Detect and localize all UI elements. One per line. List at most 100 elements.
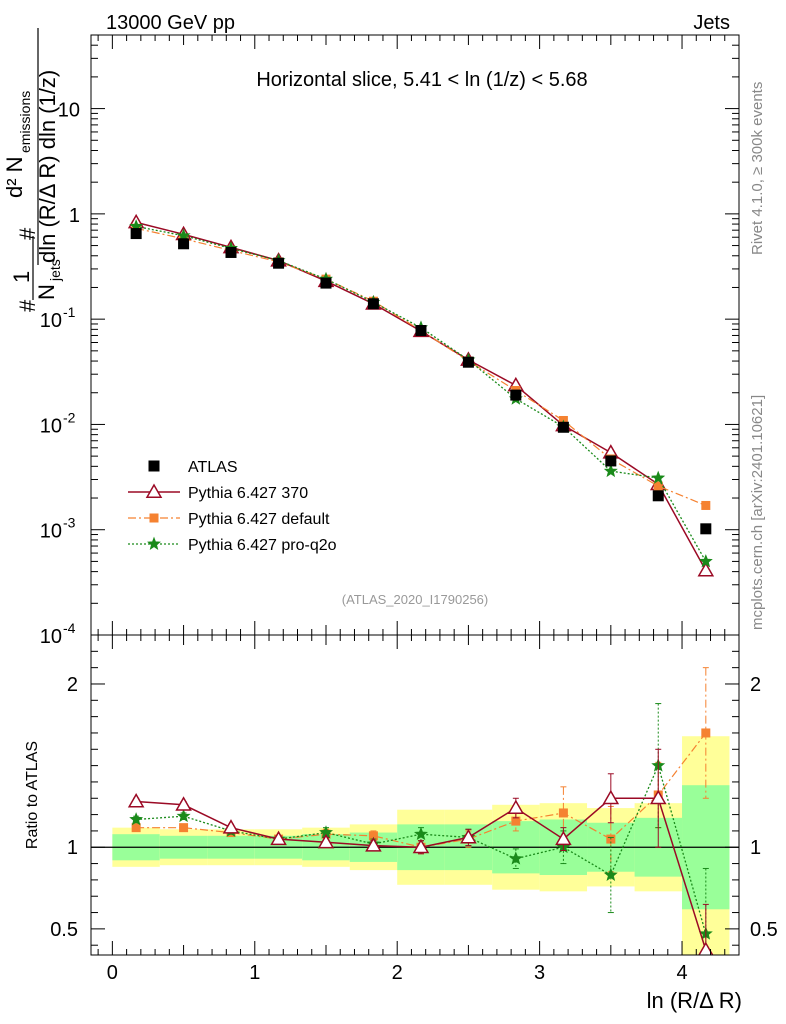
- legend-item-pythia-6-427-pro-q2o: Pythia 6.427 pro-q2o: [128, 536, 337, 554]
- y-tick-label: 1: [69, 205, 80, 227]
- ratio-point-pythia-6-427-370: [412, 838, 430, 854]
- ratio-point-pythia-6-427-default: [558, 808, 568, 818]
- ylabel-frac2-num: d² N: [2, 156, 27, 198]
- ratio-point-pythia-6-427-370: [698, 941, 714, 955]
- ylabel-frac1-den: N: [34, 284, 59, 300]
- data-point-pythia-6-427-pro-q2o: [651, 470, 666, 484]
- data-point-pythia-6-427-default: [653, 481, 663, 491]
- ratio-point-pythia-6-427-default: [368, 831, 378, 841]
- data-point-pythia-6-427-default: [701, 500, 711, 510]
- ratio-point-pythia-6-427-pro-q2o: [176, 808, 191, 823]
- ratio-y-tick-label: 2: [67, 674, 78, 696]
- ratio-panel-content: [91, 667, 739, 955]
- process-label: Jets: [693, 12, 730, 34]
- ratio-point-pythia-6-427-pro-q2o: [508, 851, 523, 865]
- legend-item-pythia-6-427-default: Pythia 6.427 default: [128, 511, 330, 528]
- y-tick-label: 10: [40, 310, 62, 332]
- data-point-atlas: [605, 455, 617, 467]
- legend-item-pythia-6-427-370: Pythia 6.427 370: [128, 483, 308, 502]
- ratio-y-tick-label-right: 0.5: [750, 919, 778, 941]
- x-axis-label: ln (R/Δ R): [647, 988, 742, 1013]
- ratio-point-pythia-6-427-370: [649, 789, 667, 805]
- y-tick-label-exp: -3: [63, 515, 76, 531]
- y-tick-label: 10: [40, 626, 62, 648]
- ratio-y-axis-label: Ratio to ATLAS: [24, 741, 41, 849]
- ratio-point-pythia-6-427-370: [507, 799, 525, 815]
- x-tick-label: 3: [534, 962, 545, 984]
- y-tick-label-exp: -4: [63, 620, 76, 636]
- x-tick-label: 4: [676, 962, 687, 984]
- ratio-y-tick-label-right: 1: [750, 837, 761, 859]
- data-point-atlas: [130, 228, 142, 240]
- data-point-pythia-6-427-pro-q2o: [698, 554, 713, 568]
- legend-marker: [149, 513, 159, 523]
- data-point-atlas: [462, 356, 474, 368]
- data-point-atlas: [225, 246, 237, 258]
- ratio-point-pythia-6-427-370: [365, 837, 382, 852]
- x-tick-label: 0: [107, 962, 118, 984]
- x-tick-label: 1: [249, 962, 260, 984]
- rivet-version-label: Rivet 4.1.0, ≥ 300k events: [749, 82, 766, 255]
- data-point-atlas: [652, 490, 664, 502]
- ylabel-frac2-den: dln (R/Δ R) dln (1/z): [35, 70, 60, 263]
- mcplots-label: mcplots.cern.ch [arXiv:2401.10621]: [749, 395, 766, 630]
- ratio-point-pythia-6-427-370: [175, 796, 192, 811]
- ylabel-hash-1: #: [15, 299, 40, 312]
- ratio-point-pythia-6-427-default: [131, 823, 141, 833]
- data-point-atlas: [557, 421, 569, 433]
- y-tick-label: 10: [58, 100, 80, 122]
- data-point-atlas: [320, 277, 332, 289]
- ylabel-frac1-den-sub: jets: [47, 259, 63, 282]
- ratio-point-pythia-6-427-pro-q2o: [129, 812, 144, 826]
- analysis-id-label: (ATLAS_2020_I1790256): [342, 592, 488, 607]
- y-tick-label: 10: [40, 521, 62, 543]
- ratio-point-pythia-6-427-default: [511, 816, 521, 826]
- ratio-series-pythia-6-427-370: [127, 748, 714, 955]
- series-atlas: [130, 228, 712, 535]
- data-point-atlas: [510, 389, 522, 401]
- legend-marker: [145, 483, 163, 498]
- ratio-point-pythia-6-427-pro-q2o: [414, 826, 429, 841]
- ratio-panel-frame: [90, 634, 740, 956]
- ylabel-hash-2: #: [15, 227, 40, 240]
- data-point-atlas: [367, 298, 379, 310]
- main-panel-content: [127, 213, 715, 577]
- data-point-pythia-6-427-pro-q2o: [603, 463, 618, 478]
- ratio-point-pythia-6-427-370: [317, 833, 335, 849]
- legend-label: Pythia 6.427 default: [188, 511, 330, 528]
- y-tick-label: 10: [40, 415, 62, 437]
- ratio-point-pythia-6-427-370: [602, 789, 620, 805]
- ylabel-frac1-num: 1: [9, 271, 34, 283]
- legend: ATLAS Pythia 6.427 370 Pythia 6.427 defaul…: [128, 459, 337, 554]
- ratio-point-pythia-6-427-370: [460, 828, 477, 844]
- legend-marker: [147, 536, 161, 550]
- ratio-point-pythia-6-427-370: [127, 793, 145, 808]
- legend-item-atlas: ATLAS: [148, 459, 238, 476]
- ratio-point-pythia-6-427-370: [222, 819, 240, 834]
- data-point-pythia-6-427-370: [697, 561, 715, 577]
- ratio-point-pythia-6-427-default: [701, 728, 711, 738]
- y-tick-label-exp: -2: [63, 409, 76, 425]
- ratio-y-tick-label-right: 2: [750, 674, 761, 696]
- ratio-point-pythia-6-427-default: [179, 823, 189, 833]
- slice-title: Horizontal slice, 5.41 < ln (1/z) < 5.68: [256, 69, 587, 91]
- data-point-atlas: [178, 238, 190, 250]
- data-point-atlas: [415, 325, 427, 337]
- data-point-atlas: [700, 523, 712, 535]
- data-point-atlas: [273, 257, 285, 269]
- ratio-point-pythia-6-427-370: [555, 830, 572, 846]
- y-tick-label-exp: -1: [63, 304, 76, 320]
- legend-label: Pythia 6.427 pro-q2o: [188, 537, 337, 554]
- legend-label: Pythia 6.427 370: [188, 485, 308, 502]
- ylabel-frac2-num-sub: emissions: [17, 91, 33, 153]
- energy-label: 13000 GeV pp: [106, 12, 235, 34]
- ratio-axes: 0.5 0.5 1 1 2 2 0 1 2 3 4: [50, 635, 778, 984]
- ratio-y-tick-label: 0.5: [50, 919, 78, 941]
- main-y-axis-label: # 1 N jets # d² N emissions dln (R/Δ R) …: [2, 28, 63, 312]
- x-tick-label: 2: [392, 962, 403, 984]
- ratio-y-tick-label: 1: [67, 837, 78, 859]
- legend-label: ATLAS: [188, 459, 238, 476]
- legend-marker: [148, 460, 160, 472]
